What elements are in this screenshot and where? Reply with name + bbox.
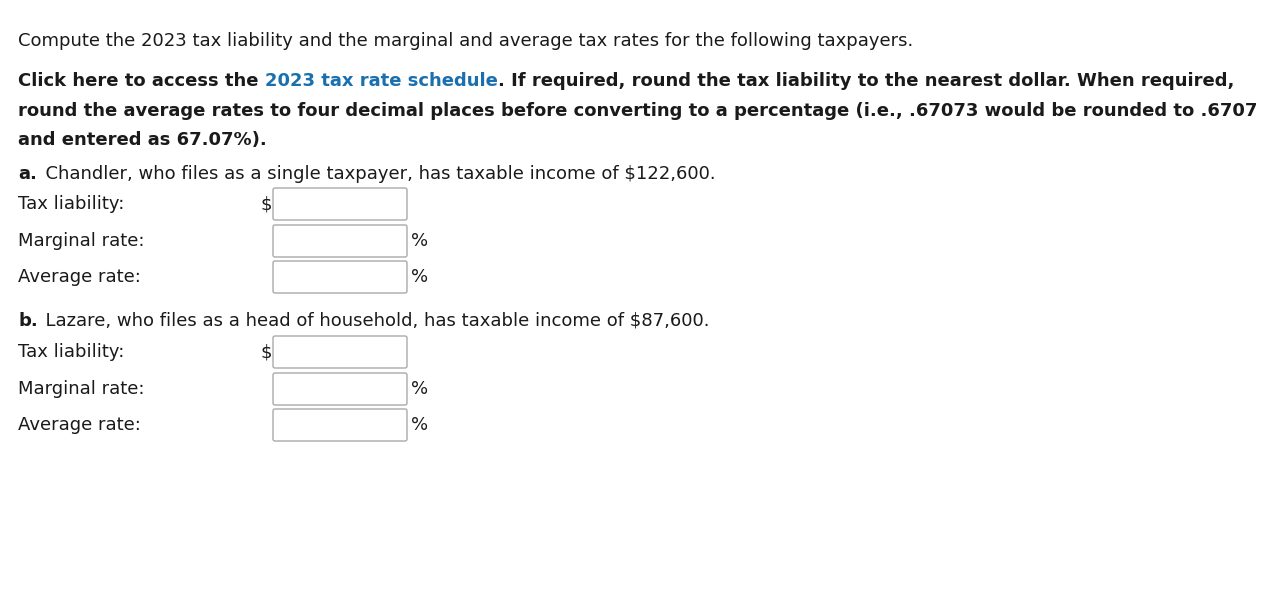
Text: %: % bbox=[411, 268, 429, 286]
Text: %: % bbox=[411, 232, 429, 250]
Text: Lazare, who files as a head of household, has taxable income of $87,600.: Lazare, who files as a head of household… bbox=[34, 312, 710, 330]
Text: Average rate:: Average rate: bbox=[18, 268, 141, 286]
Text: Marginal rate:: Marginal rate: bbox=[18, 380, 145, 398]
Text: Click here to access the: Click here to access the bbox=[18, 72, 265, 90]
Text: %: % bbox=[411, 416, 429, 434]
FancyBboxPatch shape bbox=[272, 373, 407, 405]
Text: Tax liability:: Tax liability: bbox=[18, 195, 125, 213]
Text: $: $ bbox=[261, 195, 272, 213]
Text: 2023 tax rate schedule: 2023 tax rate schedule bbox=[265, 72, 498, 90]
FancyBboxPatch shape bbox=[272, 261, 407, 293]
Text: Tax liability:: Tax liability: bbox=[18, 343, 125, 361]
FancyBboxPatch shape bbox=[272, 336, 407, 368]
Text: %: % bbox=[411, 380, 429, 398]
Text: . If required, round the tax liability to the nearest dollar. When required,: . If required, round the tax liability t… bbox=[498, 72, 1235, 90]
Text: and entered as 67.07%).: and entered as 67.07%). bbox=[18, 131, 267, 149]
Text: Chandler, who files as a single taxpayer, has taxable income of $122,600.: Chandler, who files as a single taxpayer… bbox=[34, 165, 716, 183]
Text: $: $ bbox=[261, 343, 272, 361]
Text: a.: a. bbox=[18, 165, 37, 183]
Text: Average rate:: Average rate: bbox=[18, 416, 141, 434]
Text: Marginal rate:: Marginal rate: bbox=[18, 232, 145, 250]
FancyBboxPatch shape bbox=[272, 225, 407, 257]
Text: Compute the 2023 tax liability and the marginal and average tax rates for the fo: Compute the 2023 tax liability and the m… bbox=[18, 32, 913, 50]
FancyBboxPatch shape bbox=[272, 409, 407, 441]
Text: round the average rates to four decimal places before converting to a percentage: round the average rates to four decimal … bbox=[18, 102, 1257, 120]
Text: b.: b. bbox=[18, 312, 38, 330]
FancyBboxPatch shape bbox=[272, 188, 407, 220]
